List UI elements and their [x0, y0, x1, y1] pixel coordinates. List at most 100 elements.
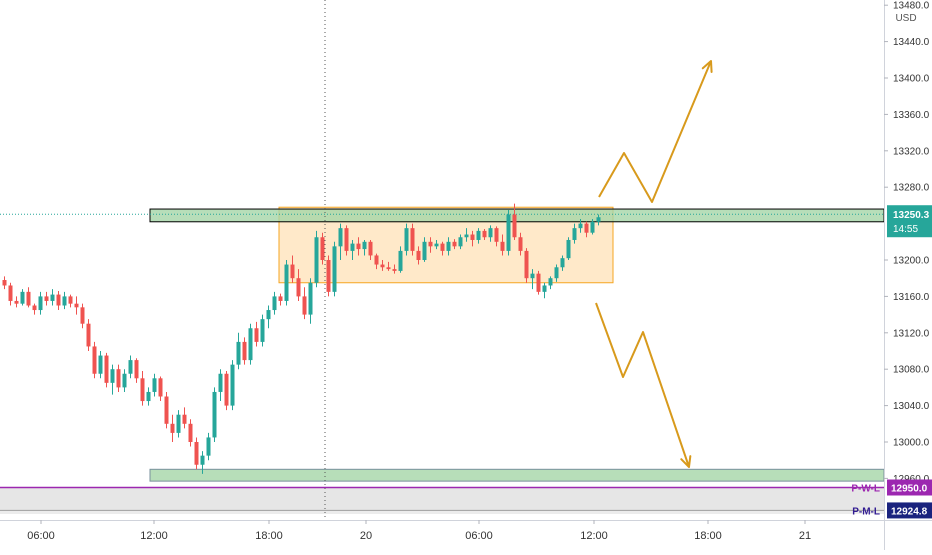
candle-body: [452, 241, 457, 247]
level-pwl-badge: [887, 479, 932, 496]
price-tick-label: 13400.0: [893, 74, 930, 85]
candle-body: [248, 328, 253, 361]
candle: [92, 341, 97, 379]
candle-body: [200, 455, 205, 465]
candle: [104, 352, 109, 388]
candle-body: [110, 369, 115, 383]
candle-body: [98, 355, 103, 374]
candle: [290, 255, 295, 283]
candle-body: [260, 319, 265, 342]
candle: [530, 269, 535, 290]
candle: [74, 296, 79, 315]
candle: [236, 332, 241, 370]
support-zone: [149, 468, 885, 482]
candle-body: [164, 396, 169, 424]
candle: [314, 230, 319, 288]
candle-body: [278, 296, 283, 301]
candle: [476, 228, 481, 244]
candle: [86, 319, 91, 351]
candle-body: [512, 214, 517, 238]
price-tick-label: 13040.0: [893, 401, 930, 412]
candle-body: [314, 237, 319, 283]
candle-body: [74, 303, 79, 308]
candle: [242, 337, 247, 365]
candle: [422, 237, 427, 262]
price-tick-label: 13120.0: [893, 328, 930, 339]
candle: [536, 270, 541, 295]
level-band-pwl: [0, 487, 884, 511]
candle: [320, 232, 325, 265]
candle: [590, 219, 595, 235]
time-tick-label: 06:00: [465, 530, 493, 542]
candle: [188, 419, 193, 447]
candle-body: [584, 223, 589, 233]
candle-body: [152, 378, 157, 392]
candle: [296, 269, 301, 301]
projection-down-path: [595, 302, 690, 468]
time-tick-label: 18:00: [255, 530, 283, 542]
level-pml-value: 12924.8: [891, 506, 928, 517]
candle: [206, 432, 211, 461]
candle-body: [176, 414, 181, 433]
candle-body: [410, 228, 415, 251]
candle-body: [536, 273, 541, 292]
candle-body: [206, 437, 211, 456]
candle: [554, 264, 559, 282]
candle-body: [506, 214, 511, 251]
price-tick-label: 13280.0: [893, 183, 930, 194]
candle-body: [476, 230, 481, 240]
candle: [260, 314, 265, 347]
candle: [386, 261, 391, 271]
candle: [428, 237, 433, 253]
current-price-countdown: 14:55: [893, 224, 918, 235]
candle-body: [32, 305, 37, 311]
candle-body: [398, 250, 403, 271]
projection-up-path: [598, 60, 712, 203]
candle: [110, 364, 115, 395]
time-tick-label: 20: [360, 530, 372, 542]
candle: [284, 260, 289, 306]
candle-body: [272, 296, 277, 311]
candle-body: [368, 241, 373, 256]
candle-body: [188, 423, 193, 442]
candle: [158, 376, 163, 402]
level-band-pml: [0, 510, 884, 514]
candle: [80, 303, 85, 329]
price-tick-label: 13200.0: [893, 256, 930, 267]
price-tick-label: 13320.0: [893, 146, 930, 157]
candle-body: [434, 243, 439, 247]
candle: [224, 371, 229, 411]
currency-label: USD: [895, 13, 916, 24]
price-tick-label: 13360.0: [893, 110, 930, 121]
projection-down-arrowhead: [680, 455, 692, 468]
candle: [560, 255, 565, 271]
candle-body: [224, 373, 229, 406]
candle: [326, 255, 331, 297]
candle: [482, 229, 487, 240]
candle-body: [86, 323, 91, 347]
candle-body: [2, 280, 7, 286]
candle-body: [422, 241, 427, 260]
candle-body: [158, 378, 163, 397]
resistance-zone: [149, 208, 885, 223]
candle: [500, 234, 505, 256]
candle-body: [338, 228, 343, 247]
candle: [350, 239, 355, 260]
candle-body: [254, 328, 259, 342]
candle: [146, 387, 151, 406]
candle-body: [392, 269, 397, 271]
candle: [596, 214, 601, 226]
candle-body: [332, 246, 337, 292]
candle: [578, 219, 583, 233]
candle-body: [290, 264, 295, 279]
candle: [62, 291, 67, 310]
candle: [212, 387, 217, 442]
candle-body: [560, 258, 565, 268]
candle: [356, 237, 361, 256]
candle: [14, 296, 19, 308]
candle: [20, 289, 25, 306]
candle-body: [596, 217, 601, 222]
candle: [128, 355, 133, 379]
candle-body: [350, 243, 355, 251]
candle: [308, 278, 313, 324]
